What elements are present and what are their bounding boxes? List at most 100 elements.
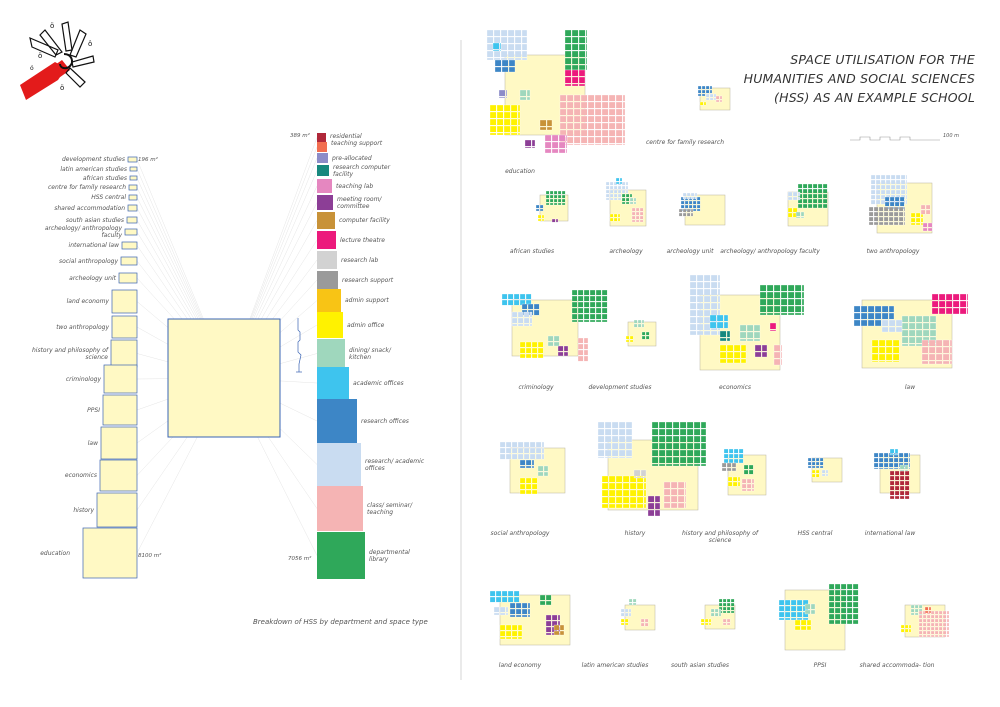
space-type-block — [317, 133, 326, 142]
space-type-block — [317, 271, 338, 289]
department-bar — [121, 241, 138, 250]
plan-label: international law — [864, 530, 916, 537]
department-bar — [96, 492, 138, 528]
department-label: PPSI — [87, 406, 100, 414]
space-type-block — [317, 289, 341, 312]
space-type-block — [317, 212, 335, 229]
scale-label: 100 m — [943, 133, 960, 139]
plan-label: shared accommoda- tion — [859, 662, 935, 669]
department-bar — [128, 194, 138, 201]
department-label: shared accommodation — [54, 204, 125, 212]
space-type-block — [317, 312, 343, 338]
plan-label: south asian studies — [670, 662, 730, 669]
space-type-label: research offices — [361, 417, 409, 425]
floor-plans — [486, 29, 969, 651]
space-type-block — [317, 367, 349, 399]
department-label: history — [73, 506, 94, 514]
space-type-label: research/ academic offices — [365, 457, 425, 472]
space-type-label: teaching lab — [336, 182, 374, 190]
logo-icon: ö ö ô ö ó — [20, 21, 95, 100]
space-type-label: admin office — [347, 321, 385, 329]
floor-plan — [900, 604, 950, 638]
type-area-bottom: 7056 m² — [288, 556, 312, 562]
space-type-block — [317, 486, 363, 531]
department-bar — [129, 175, 138, 181]
department-bar — [111, 289, 138, 314]
department-bar — [126, 216, 138, 224]
floor-plan — [499, 441, 566, 495]
space-type-label: residential — [330, 133, 362, 140]
floor-plan — [501, 289, 608, 362]
department-label: HSS central — [91, 194, 126, 201]
department-bar — [110, 339, 138, 368]
department-label: economics — [64, 472, 97, 479]
floor-plan — [678, 192, 726, 226]
plan-label: centre for family research — [645, 139, 724, 146]
floor-plan — [697, 85, 731, 111]
space-type-block — [317, 165, 329, 176]
floor-plan — [868, 174, 933, 234]
department-bar — [127, 156, 138, 163]
scale-bar — [850, 136, 940, 141]
department-label: development studies — [61, 156, 125, 163]
floor-plan — [787, 183, 829, 227]
space-type-block — [317, 179, 332, 193]
page-title: SPACE UTILISATION FOR THE HUMANITIES AND… — [743, 52, 975, 105]
department-bar — [111, 315, 138, 339]
space-type-block — [317, 339, 345, 368]
plan-label: latin american studies — [581, 662, 649, 669]
floor-plan — [853, 293, 969, 369]
plan-label: law — [904, 384, 916, 391]
plan-label: history — [624, 530, 646, 537]
department-bar — [82, 527, 138, 579]
space-type-block — [317, 142, 327, 152]
floor-plan — [689, 274, 805, 371]
plan-label: land economy — [498, 662, 542, 669]
space-type-block — [317, 532, 365, 579]
space-type-label: dining/ snack/ kitchen — [349, 346, 391, 361]
department-bar — [118, 272, 138, 284]
department-bar — [100, 426, 138, 460]
space-type-block — [317, 231, 336, 249]
svg-text:ö: ö — [60, 84, 64, 92]
space-type-label: academic offices — [353, 379, 404, 387]
department-bar — [99, 459, 138, 492]
svg-text:ö: ö — [50, 22, 54, 30]
diagram-caption: Breakdown of HSS by department and space… — [253, 618, 428, 626]
space-type-label: teaching support — [331, 140, 383, 147]
dept-area-bottom: 8100 m² — [138, 553, 162, 559]
plan-label: economics — [718, 384, 752, 391]
department-label: archeology/ anthropology faculty — [44, 225, 122, 239]
floor-plan — [535, 190, 569, 223]
department-bar — [120, 256, 138, 266]
plan-label: archeology unit — [666, 248, 714, 255]
space-type-block — [317, 251, 337, 269]
department-label: social anthropology — [59, 257, 118, 265]
floor-plan — [807, 457, 843, 483]
space-type-block — [317, 195, 333, 210]
space-type-stack — [317, 133, 365, 579]
space-type-label: class/ seminar/ teaching — [367, 501, 413, 516]
small-line-graph — [296, 318, 302, 373]
space-type-block — [317, 399, 357, 443]
plan-label: african studies — [509, 248, 555, 255]
svg-text:ö: ö — [38, 52, 42, 60]
plan-label: archeology/ anthropology faculty — [720, 248, 820, 255]
dept-area-top: 196 m² — [138, 157, 158, 163]
department-label: criminology — [65, 375, 101, 383]
plan-label: two anthropology — [866, 248, 920, 255]
floor-plan — [873, 448, 921, 500]
plan-label: education — [505, 168, 535, 175]
department-bar — [124, 228, 138, 236]
space-type-label: computer facility — [339, 217, 390, 224]
department-label: international law — [68, 242, 119, 249]
floor-plan — [597, 421, 707, 517]
department-label: law — [87, 439, 98, 447]
space-type-label: admin support — [345, 297, 389, 304]
space-type-label: research support — [342, 276, 394, 284]
department-bar — [127, 204, 138, 212]
department-label: latin american studies — [60, 165, 127, 173]
space-type-block — [317, 153, 328, 163]
plan-label: criminology — [518, 384, 554, 391]
